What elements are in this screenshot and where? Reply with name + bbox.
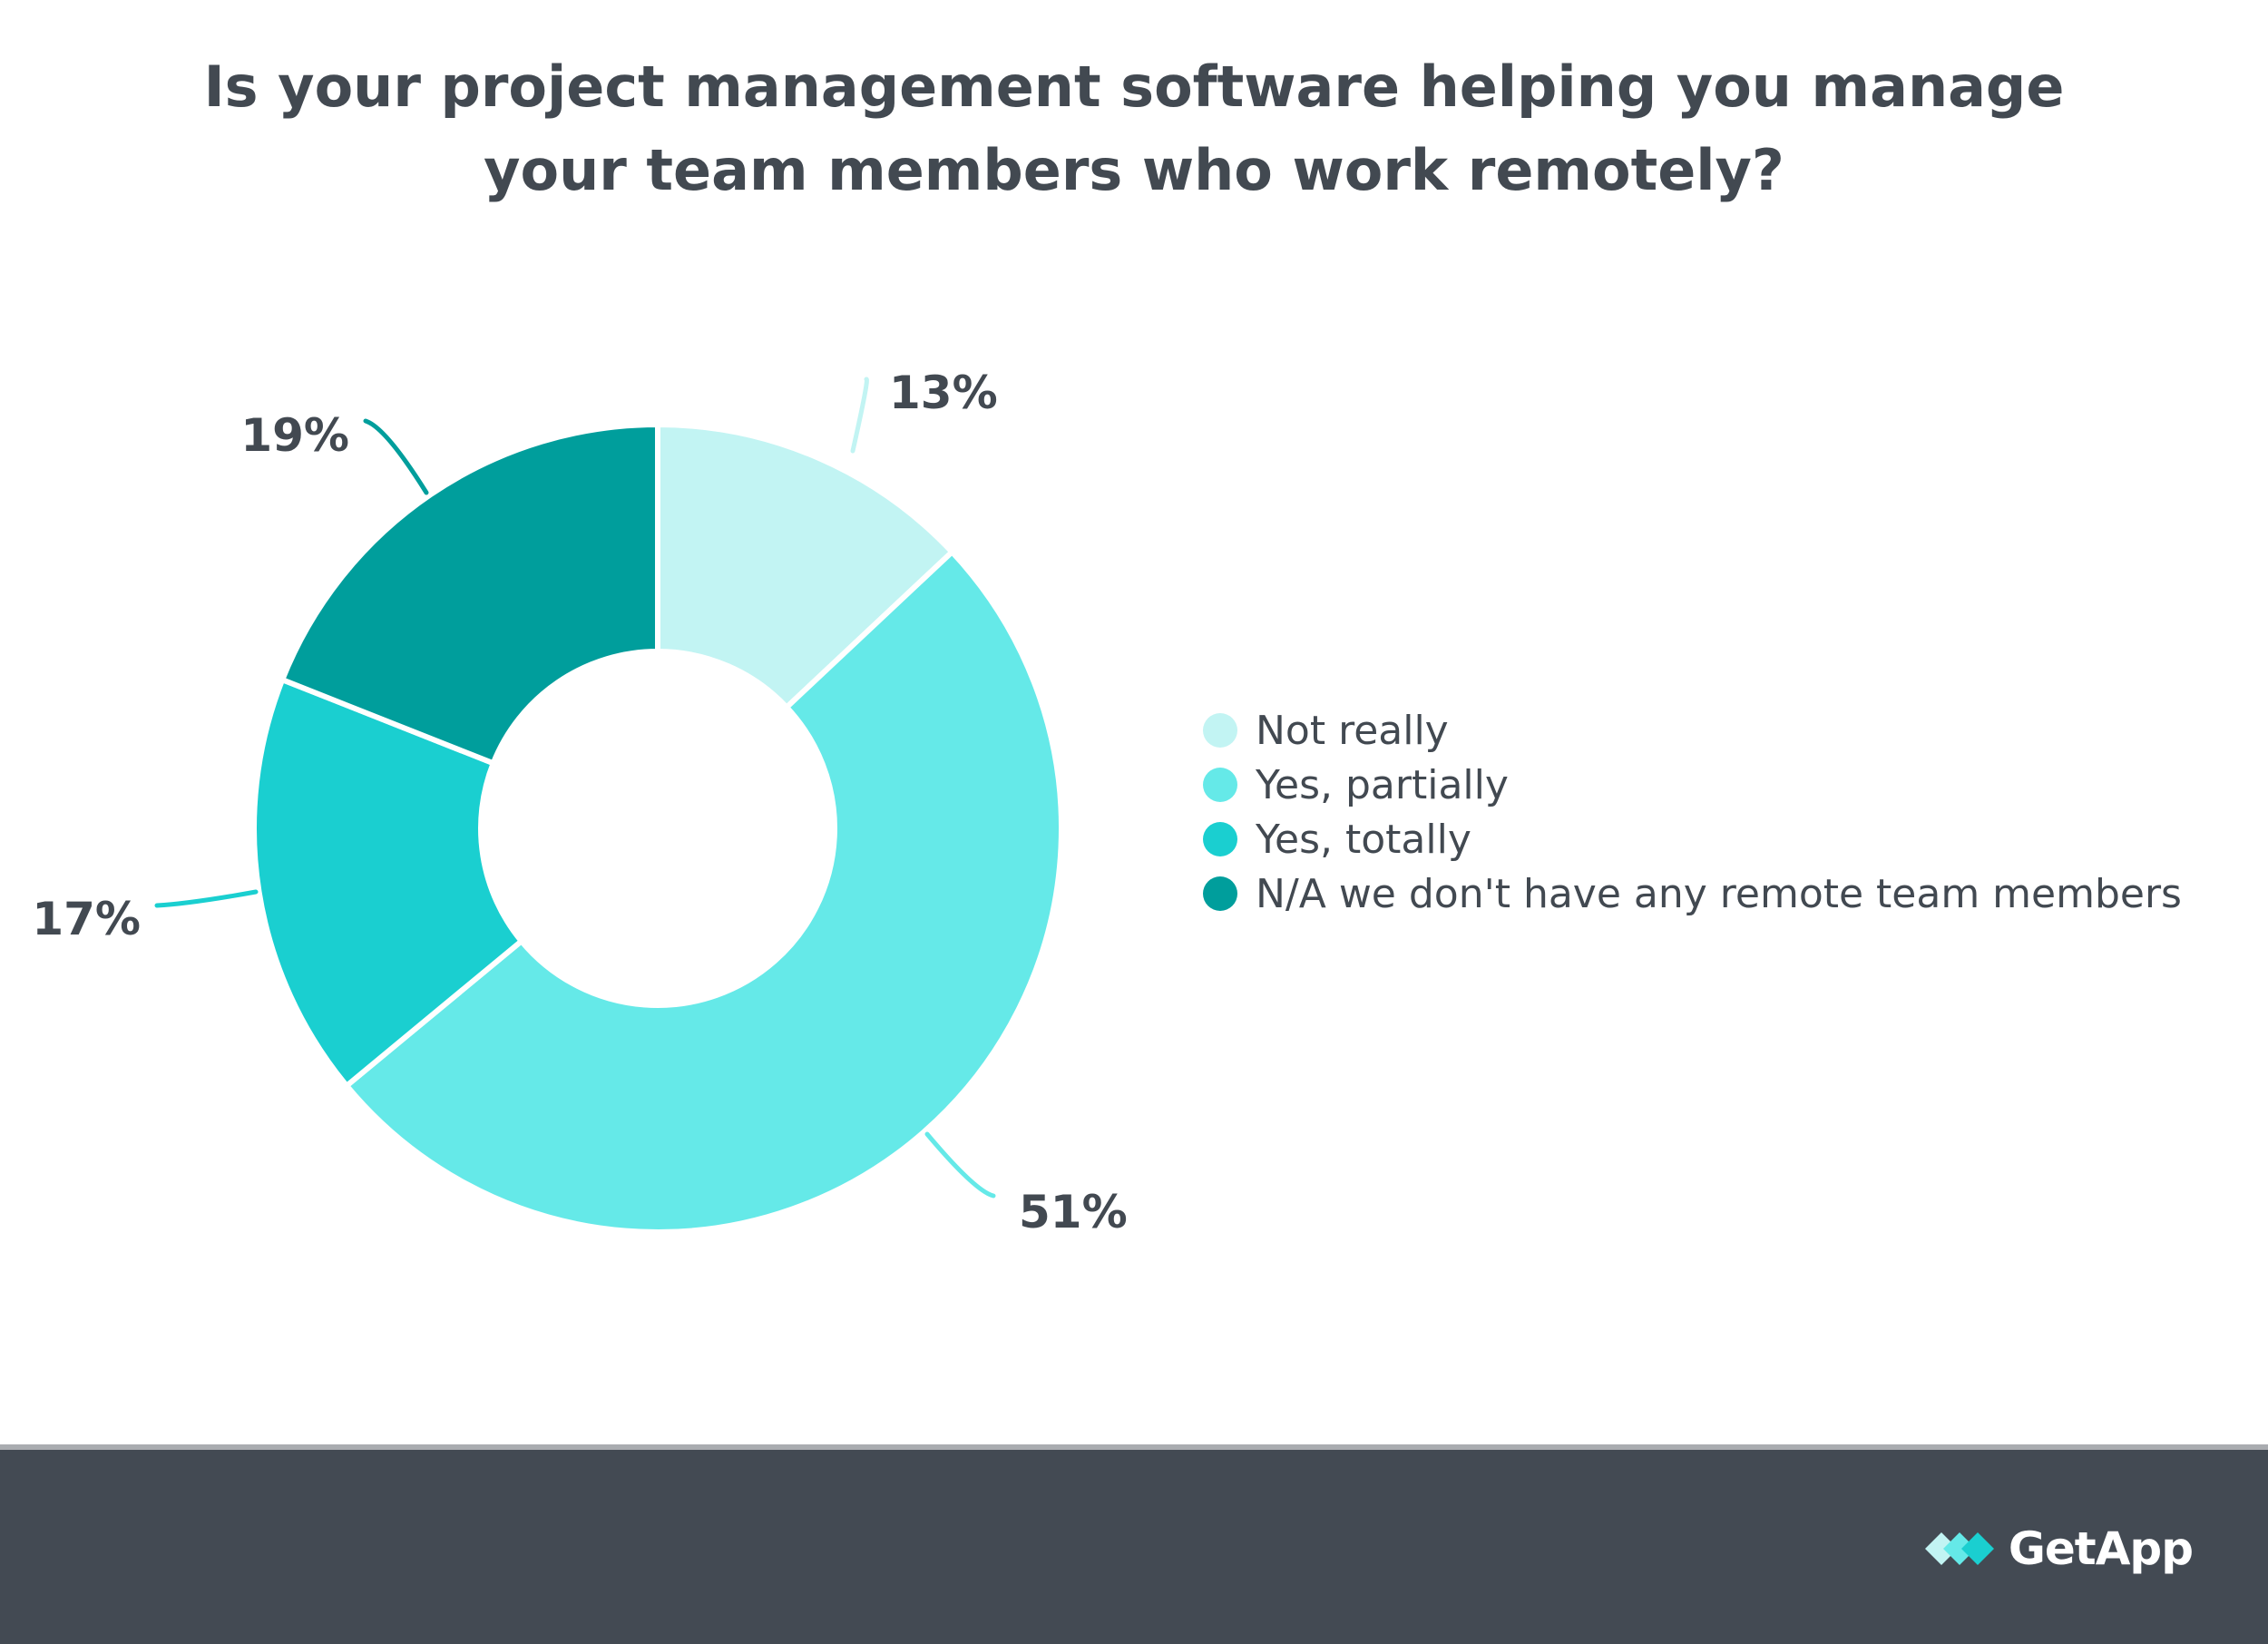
slice-yes-partially bbox=[344, 549, 1065, 1235]
brand-name: GetApp bbox=[2008, 1522, 2194, 1575]
legend-item: Yes, partially bbox=[1203, 758, 2182, 812]
leader-line bbox=[850, 377, 869, 454]
slice-value-label: 51% bbox=[1019, 1186, 1128, 1238]
slice-value-label: 17% bbox=[32, 893, 141, 945]
legend-swatch bbox=[1203, 822, 1237, 856]
slice-labels: 13% 51% 17% 19% bbox=[32, 367, 1127, 1238]
slice-yes-totally bbox=[251, 677, 524, 1089]
leader-line bbox=[924, 1131, 996, 1199]
chart-title: Is your project management software help… bbox=[0, 45, 2268, 212]
legend-item: Yes, totally bbox=[1203, 812, 2182, 866]
slice-value-label: 19% bbox=[240, 409, 349, 462]
legend-item: Not really bbox=[1203, 703, 2182, 758]
legend-label: Yes, partially bbox=[1256, 761, 1509, 808]
slice-value-label: 13% bbox=[889, 367, 998, 419]
legend-swatch bbox=[1203, 876, 1237, 911]
chart-title-line-2: your team members who work remotely? bbox=[484, 137, 1784, 203]
leader-line bbox=[363, 418, 429, 495]
legend-label: Not really bbox=[1256, 707, 1449, 754]
legend-label: Yes, totally bbox=[1256, 816, 1471, 863]
donut-chart: 13% 51% 17% 19% bbox=[32, 367, 1127, 1238]
chart-title-line-1: Is your project management software help… bbox=[203, 54, 2065, 120]
footer-bar: GetApp bbox=[0, 1444, 2268, 1644]
chart-legend: Not really Yes, partially Yes, totally N/A … bbox=[1203, 703, 2182, 921]
legend-swatch bbox=[1203, 713, 1237, 748]
slice-n-a-we-don-t-have-any-remote-team-members bbox=[279, 422, 660, 767]
getapp-logo-icon bbox=[1924, 1532, 1994, 1565]
donut-slices bbox=[251, 422, 1065, 1235]
label-leader-lines bbox=[154, 377, 996, 1199]
legend-label: N/A we don't have any remote team member… bbox=[1256, 870, 2182, 917]
legend-item: N/A we don't have any remote team member… bbox=[1203, 866, 2182, 921]
slice-not-really bbox=[655, 422, 955, 710]
leader-line bbox=[154, 889, 259, 908]
legend-swatch bbox=[1203, 768, 1237, 802]
brand: GetApp bbox=[1924, 1522, 2194, 1575]
